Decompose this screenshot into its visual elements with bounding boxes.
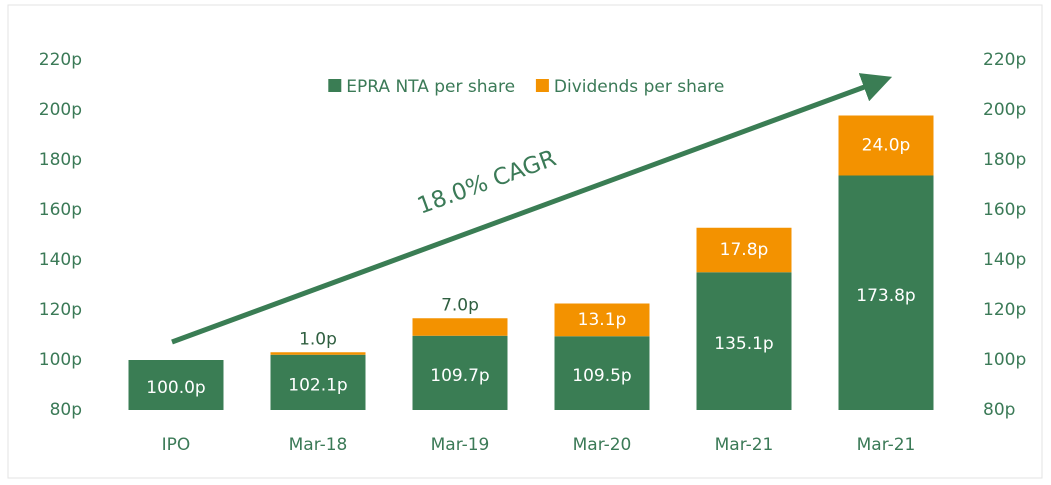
value-label: 17.8p xyxy=(720,240,769,260)
legend-label: Dividends per share xyxy=(554,77,724,97)
y2-tick-label: 80p xyxy=(983,400,1015,420)
bar-segment xyxy=(554,336,650,410)
value-label: 173.8p xyxy=(856,286,915,306)
y2-tick-label: 220p xyxy=(983,50,1026,70)
y2-tick-label: 120p xyxy=(983,300,1026,320)
x-tick-label: Mar-19 xyxy=(431,435,490,455)
growth-arrow xyxy=(171,73,893,345)
y2-tick-label: 200p xyxy=(983,100,1026,120)
legend-swatch xyxy=(535,79,549,92)
value-label: 7.0p xyxy=(441,295,479,315)
value-label: 24.0p xyxy=(862,136,911,156)
y-tick-label: 220p xyxy=(39,50,82,70)
bar-segment xyxy=(838,175,934,410)
bar-segment xyxy=(412,318,508,336)
y-tick-label: 200p xyxy=(39,100,82,120)
legend-label: EPRA NTA per share xyxy=(346,77,515,97)
value-label: 109.5p xyxy=(572,366,631,386)
y-tick-label: 180p xyxy=(39,150,82,170)
bar-segment xyxy=(696,227,792,273)
value-label: 102.1p xyxy=(288,375,347,395)
y-tick-label: 120p xyxy=(39,300,82,320)
bar-segment xyxy=(838,115,934,176)
value-label: 1.0p xyxy=(299,329,337,349)
y2-tick-label: 100p xyxy=(983,350,1026,370)
bar-segment xyxy=(412,335,508,410)
value-label: 100.0p xyxy=(146,378,205,398)
y2-tick-label: 160p xyxy=(983,200,1026,220)
y2-tick-label: 180p xyxy=(983,150,1026,170)
value-label: 109.7p xyxy=(430,366,489,386)
y-tick-label: 140p xyxy=(39,250,82,270)
x-tick-label: Mar-21 xyxy=(857,435,916,455)
value-label: 135.1p xyxy=(714,334,773,354)
bar-segment xyxy=(696,272,792,410)
y-tick-label: 160p xyxy=(39,200,82,220)
bar-segment xyxy=(128,360,224,410)
x-tick-label: IPO xyxy=(162,435,191,455)
legend-swatch xyxy=(328,79,342,92)
bar-segment xyxy=(554,303,650,337)
bar-segment xyxy=(270,354,366,410)
bar-segment xyxy=(270,352,366,355)
y-tick-label: 80p xyxy=(50,400,82,420)
value-label: 13.1p xyxy=(578,310,627,330)
y2-tick-label: 140p xyxy=(983,250,1026,270)
x-tick-label: Mar-21 xyxy=(715,435,774,455)
y-tick-label: 100p xyxy=(39,350,82,370)
x-tick-label: Mar-20 xyxy=(573,435,632,455)
x-tick-label: Mar-18 xyxy=(289,435,348,455)
